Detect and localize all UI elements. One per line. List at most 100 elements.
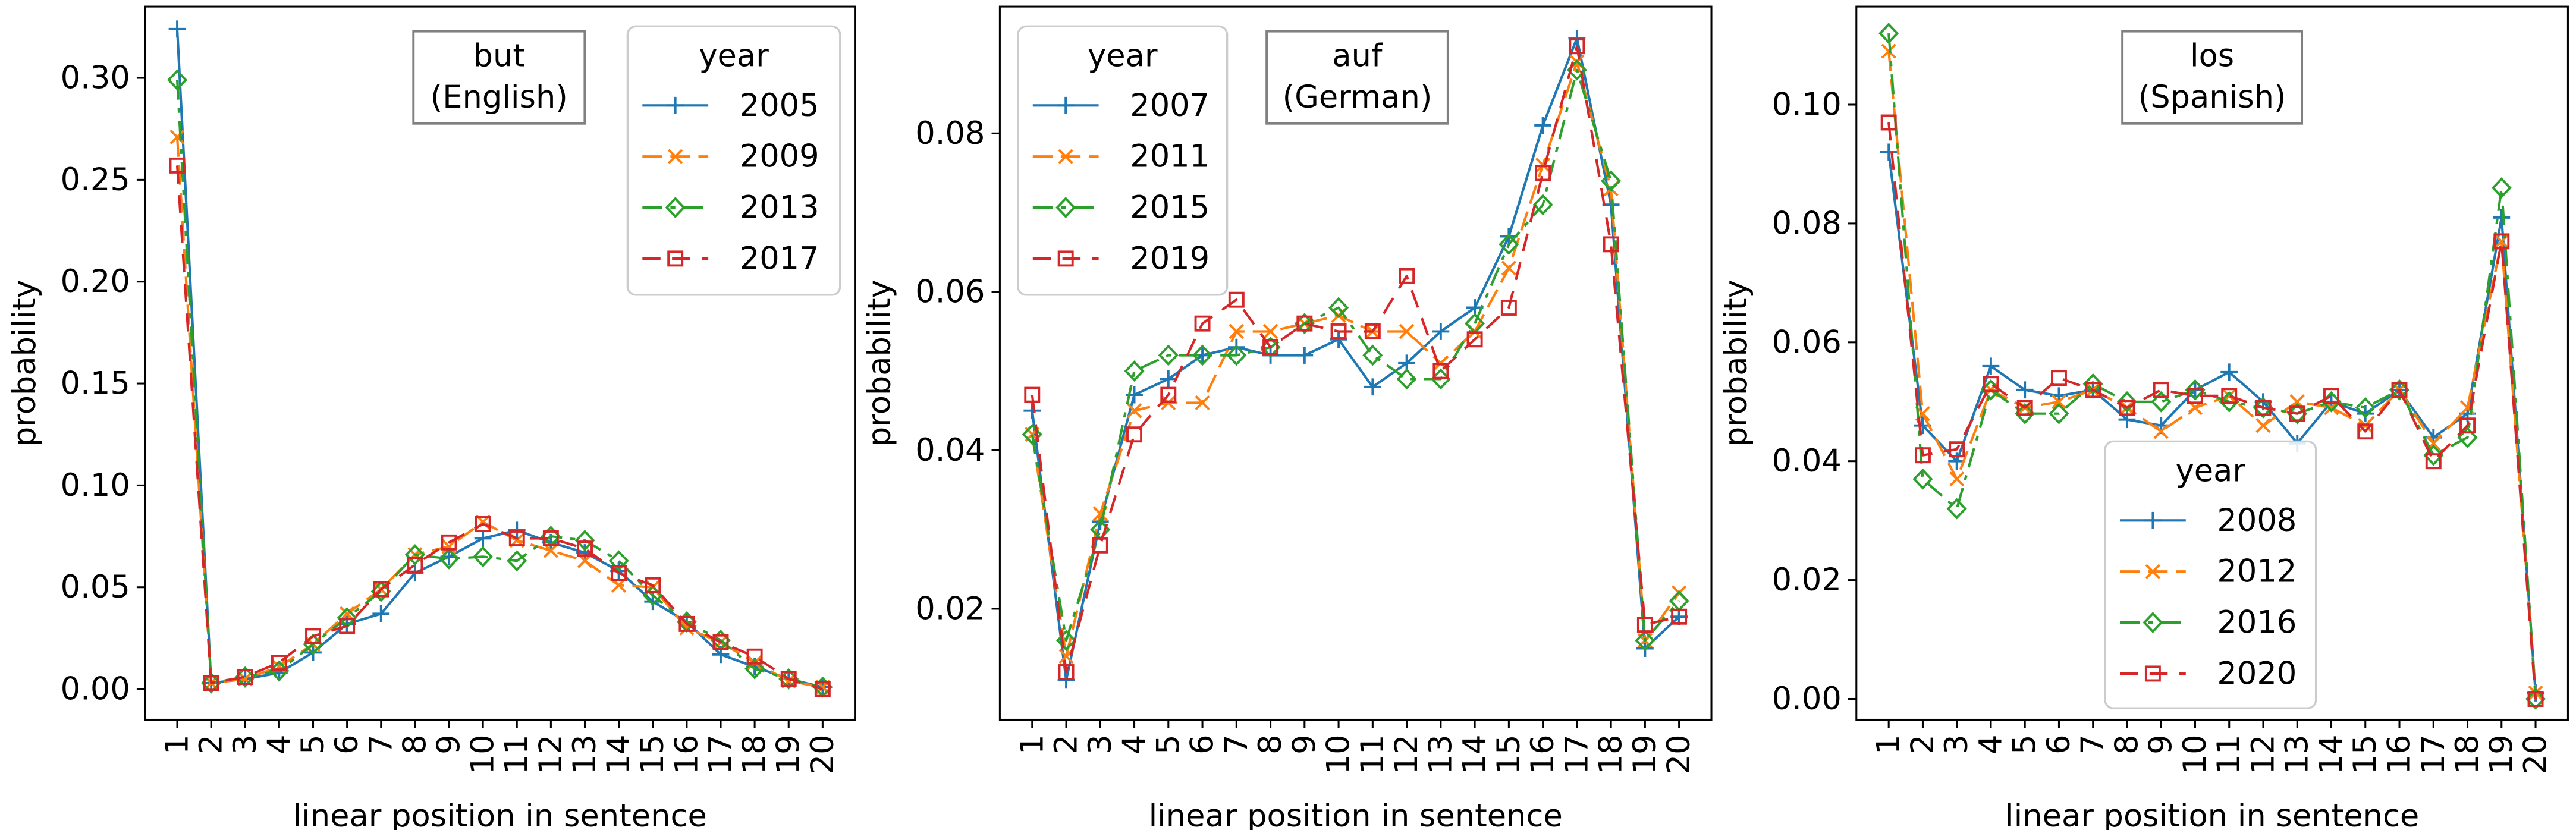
- x-tick-label: 9: [1286, 734, 1322, 754]
- data-point: [1092, 537, 1108, 554]
- data-point: [441, 534, 457, 551]
- data-point: [438, 548, 460, 570]
- legend-marker: [2144, 665, 2161, 682]
- legend-label: 2017: [740, 240, 819, 276]
- legend-label: 2007: [1130, 87, 1210, 124]
- axes-frame: [998, 5, 1713, 721]
- data-point: [542, 530, 559, 546]
- data-point: [1328, 297, 1349, 319]
- x-tick-label: 17: [2415, 734, 2452, 774]
- data-point: [1126, 403, 1142, 419]
- x-tick-label: 15: [1491, 734, 1527, 774]
- legend-marker: [2144, 511, 2162, 529]
- x-tick-label: 14: [2313, 734, 2349, 774]
- data-point: [2151, 391, 2172, 413]
- data-point: [1466, 331, 1483, 348]
- data-point: [237, 669, 253, 685]
- x-tick-label: 13: [1422, 734, 1459, 774]
- y-tick-label: 0.08: [915, 115, 985, 152]
- series-line-2008: [1887, 152, 2537, 693]
- data-point: [2185, 379, 2206, 401]
- annotation-word: los: [2190, 38, 2234, 74]
- data-point: [1432, 363, 1449, 379]
- x-tick-label: 6: [329, 734, 365, 754]
- data-point: [2153, 424, 2169, 439]
- legend-title: year: [699, 38, 769, 74]
- y-tick-label: 0.02: [1772, 562, 1842, 598]
- x-tick-label: 8: [397, 734, 433, 754]
- data-point: [2459, 417, 2476, 434]
- data-point: [2051, 394, 2067, 410]
- data-point: [1024, 386, 1041, 403]
- data-point: [169, 129, 185, 145]
- x-tick-label: 11: [2211, 734, 2247, 774]
- data-point: [339, 618, 356, 634]
- data-point: [167, 69, 188, 91]
- x-tick-label: 10: [465, 734, 501, 774]
- legend: year 2007 2011 2015 2019: [1017, 25, 1229, 296]
- annotation-language: (Spanish): [2138, 79, 2286, 115]
- data-point: [1294, 313, 1315, 335]
- data-point: [508, 521, 526, 539]
- x-tick-label: 16: [1525, 734, 1561, 774]
- legend-marker: [668, 149, 683, 164]
- x-tick-label: 19: [771, 734, 807, 774]
- data-point: [1262, 323, 1278, 339]
- series-line-2011: [1031, 61, 1680, 658]
- x-tick-label: 19: [2483, 734, 2520, 774]
- y-tick-label: 0.08: [1772, 205, 1842, 241]
- legend: year 2005 2009 2013 2017: [626, 25, 841, 296]
- data-point: [475, 516, 491, 532]
- legend-label: 2012: [2217, 554, 2297, 590]
- data-point: [1362, 344, 1383, 366]
- x-tick-label: 2: [193, 734, 230, 754]
- data-point: [2355, 397, 2376, 419]
- y-tick-label: 0.15: [61, 366, 130, 402]
- x-tick-label: 6: [1185, 734, 1221, 754]
- series-line-2020: [1887, 122, 2537, 699]
- data-point: [1636, 617, 1653, 633]
- x-tick-label: 5: [295, 734, 331, 754]
- data-point: [1635, 630, 1655, 652]
- data-point: [2221, 388, 2238, 404]
- y-axis-label: probability: [1718, 279, 1754, 447]
- chart-panel-right: 12345678910111213141516171819200.000.020…: [1718, 5, 2569, 830]
- x-tick-label: 3: [1082, 734, 1119, 754]
- annotation-box: [2121, 30, 2304, 125]
- x-tick-label: 3: [1939, 734, 1975, 754]
- chart-panel-middle: 12345678910111213141516171819200.020.040…: [862, 5, 1713, 830]
- data-point: [2389, 379, 2410, 401]
- data-point: [1296, 315, 1313, 332]
- data-point: [271, 655, 287, 671]
- legend-title: year: [1088, 38, 1158, 74]
- y-tick-label: 0.00: [1772, 681, 1842, 717]
- legend-label: 2008: [2217, 502, 2297, 539]
- data-point: [1262, 339, 1279, 356]
- data-point: [2016, 381, 2034, 399]
- x-tick-label: 18: [1593, 734, 1629, 774]
- legend-label: 2011: [1130, 139, 1210, 175]
- x-tick-label: 20: [805, 734, 841, 774]
- legend-box: [626, 25, 841, 296]
- data-point: [1499, 233, 1519, 255]
- x-axis-label: linear position in sentence: [1149, 798, 1563, 830]
- legend-box: [2104, 440, 2317, 709]
- annotation-box: [1265, 30, 1449, 125]
- x-tick-label: 13: [567, 734, 603, 774]
- x-tick-label: 17: [702, 734, 739, 774]
- data-point: [2525, 688, 2546, 710]
- x-tick-label: 20: [2518, 734, 2554, 774]
- data-point: [269, 660, 290, 682]
- data-point: [2085, 382, 2101, 398]
- x-tick-label: 1: [159, 734, 196, 754]
- x-tick-label: 8: [1252, 734, 1289, 754]
- y-tick-label: 0.10: [1772, 86, 1842, 122]
- axes-frame: [144, 5, 856, 721]
- data-point: [744, 658, 765, 680]
- data-point: [1160, 370, 1177, 388]
- data-point: [1364, 323, 1381, 339]
- data-point: [1569, 38, 1585, 55]
- data-point: [1296, 347, 1314, 364]
- data-point: [1501, 260, 1516, 276]
- data-point: [746, 648, 763, 665]
